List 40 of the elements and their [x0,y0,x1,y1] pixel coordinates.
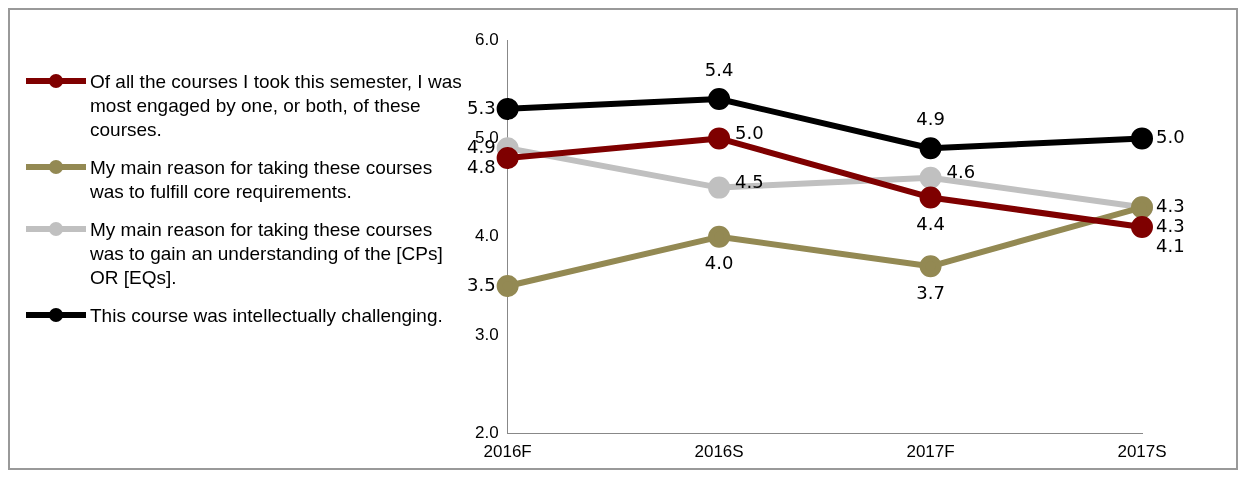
legend-label: My main reason for taking these courses was to fulfill core requirements. [90,156,434,204]
x-tick-label: 2017S [1117,442,1167,462]
point [708,225,731,248]
data-label: 4.3 [1156,194,1185,216]
data-label: 4.4 [916,213,945,235]
x-tick-label: 2017F [906,442,955,462]
data-label: 3.7 [916,281,945,303]
point [919,255,942,278]
data-label: 4.3 [1156,214,1185,236]
data-label: 5.4 [704,58,734,80]
point [919,166,942,189]
point [708,88,731,111]
data-label: 5.0 [1156,126,1185,148]
point [1131,215,1153,238]
point [1131,127,1153,150]
x-tick-label: 2016F [483,442,532,462]
y-tick-label: 3.0 [474,324,499,344]
legend-label: My main reason for taking these courses was to gain an understanding of the [CPs] OR [EQs]. [90,218,444,290]
data-label: 4.9 [916,107,945,129]
data-label: 3.5 [466,273,496,295]
y-tick-label: 2.0 [474,423,499,443]
data-label: 4.8 [466,155,496,177]
point [708,176,731,199]
point [919,186,942,209]
x-tick-label: 2016S [694,442,744,462]
y-tick-label: 6.0 [474,29,499,49]
point [496,97,519,120]
data-label: 4.6 [946,161,976,183]
legend-label: Of all the courses I took this semester, I was most engaged by one, or both, of these courses. [90,70,462,142]
data-label: 4.5 [735,171,764,193]
point [708,127,731,150]
y-tick-label: 4.0 [474,226,499,246]
point [919,137,942,160]
legend-label: This course was intellectually challenging. [90,304,443,328]
point [496,275,519,297]
data-label: 5.3 [466,96,496,118]
data-label: 4.0 [704,252,734,274]
data-label: 4.1 [1156,234,1185,256]
data-label: 5.0 [735,122,764,144]
point [496,147,519,170]
